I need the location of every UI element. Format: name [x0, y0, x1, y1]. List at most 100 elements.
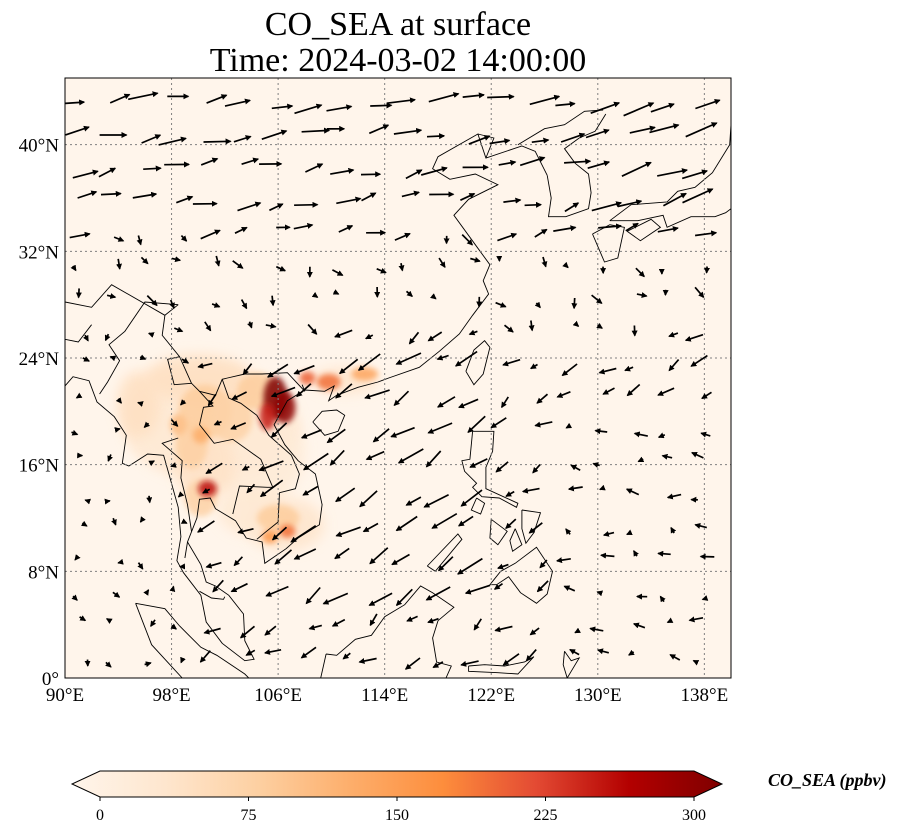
wind-vector-arrow [176, 195, 194, 204]
wind-vector-arrow [704, 266, 710, 274]
wind-vector-arrow [395, 515, 418, 532]
wind-vector-arrow [332, 289, 340, 295]
colorbar: 0 75 150 225 300 [70, 770, 724, 824]
wind-vector-arrow [592, 462, 600, 468]
colorbar-tick-label: 0 [96, 807, 104, 824]
wind-vector-arrow [594, 428, 608, 435]
longitude-label: 130°E [574, 685, 622, 706]
wind-vector-arrow [498, 159, 517, 166]
wind-vector-arrow [338, 225, 354, 233]
wind-vector-arrow [265, 322, 277, 329]
wind-vector-arrow [503, 324, 514, 333]
wind-vector-arrow [71, 594, 78, 601]
wind-vector-arrow [571, 297, 578, 310]
wind-vector-arrow [114, 427, 121, 433]
wind-vector-arrow [570, 464, 581, 471]
co-plume-patch [170, 414, 187, 436]
wind-vector-arrow [530, 363, 538, 370]
co-plume-patch [198, 480, 217, 497]
wind-vector-arrow [274, 549, 293, 565]
wind-vector-arrow [629, 125, 656, 134]
wind-vector-arrow [428, 92, 460, 103]
wind-vector-arrow [75, 392, 83, 399]
wind-vector-arrow [589, 626, 604, 633]
wind-vector-arrow [502, 358, 521, 367]
wind-vector-arrow [534, 421, 553, 428]
wind-vector-arrow [458, 398, 479, 409]
map-frame [64, 77, 732, 679]
wind-vector-arrow [489, 138, 511, 145]
wind-vector-arrow [301, 127, 331, 134]
longitude-label: 122°E [467, 685, 515, 706]
wind-vector-arrow [436, 354, 449, 361]
coastline-segment [626, 218, 662, 242]
wind-vector-arrow [232, 260, 244, 269]
wind-vector-arrow [109, 93, 131, 104]
coastline-segment [470, 497, 486, 515]
wind-vectors [65, 91, 721, 670]
wind-vector-arrow [685, 122, 718, 138]
wind-vector-arrow [395, 352, 422, 365]
wind-vector-arrow [128, 91, 159, 101]
coastline-segment [517, 109, 604, 146]
wind-vector-arrow [617, 199, 643, 208]
wind-vector-arrow [657, 432, 666, 439]
wind-vector-arrow [464, 584, 491, 595]
wind-vector-arrow [308, 624, 323, 631]
coastline-segment [320, 585, 455, 678]
map-subtitle-time: Time: 2024-03-02 14:00:00 [209, 42, 587, 79]
wind-vector-arrow [602, 387, 615, 395]
wind-vector-arrow [556, 557, 571, 564]
wind-vector-arrow [207, 393, 217, 407]
wind-vector-arrow [473, 618, 483, 631]
wind-vector-arrow [437, 556, 454, 572]
wind-vector-arrow [83, 334, 89, 342]
wind-vector-arrow [258, 460, 284, 472]
wind-vector-arrow [661, 453, 673, 460]
wind-vector-arrow [598, 367, 617, 375]
wind-vector-arrow [662, 192, 687, 207]
latitude-label: 24°N [19, 349, 60, 370]
wind-vector-arrow [143, 421, 151, 429]
wind-vector-arrow [692, 659, 700, 666]
wind-vector-arrow [361, 192, 377, 202]
wind-vector-arrow [259, 479, 284, 498]
wind-vector-arrow [519, 156, 546, 167]
wind-vector-arrow [241, 157, 260, 166]
wind-vector-arrow [246, 483, 256, 494]
wind-vector-arrow [269, 295, 276, 307]
wind-vector-arrow [431, 512, 458, 529]
wind-vector-arrow [529, 94, 561, 106]
wind-vector-arrow [633, 431, 648, 438]
wind-vector-arrow [502, 653, 520, 666]
wind-vector-arrow [621, 161, 652, 177]
wind-vector-arrow [202, 487, 211, 494]
wind-vector-arrow [668, 331, 679, 338]
wind-vector-arrow [107, 454, 113, 462]
wind-vector-arrow [691, 451, 704, 459]
wind-vector-arrow [275, 265, 287, 272]
wind-vector-arrow [368, 124, 390, 135]
wind-vector-arrow [271, 526, 288, 541]
wind-vector-arrow [326, 104, 353, 112]
wind-vector-arrow [425, 450, 442, 468]
wind-vector-arrow [633, 550, 639, 557]
coastline-segment [65, 324, 92, 343]
co-plume-patch [210, 394, 253, 442]
wind-vector-arrow [497, 563, 509, 570]
wind-vector-arrow [233, 556, 244, 567]
wind-vector-arrow [500, 396, 510, 409]
wind-vector-arrow [539, 559, 548, 569]
wind-vector-arrow [437, 396, 456, 408]
wind-vector-arrow [564, 158, 592, 165]
wind-vector-arrow [139, 516, 146, 523]
wind-vector-arrow [391, 553, 410, 566]
wind-vector-arrow [462, 92, 485, 99]
wind-vector-arrow [265, 585, 289, 597]
wind-vector-arrow [574, 627, 581, 634]
coastline-segment [592, 224, 625, 263]
wind-vector-arrow [562, 261, 569, 269]
wind-vector-arrow [637, 456, 645, 463]
wind-vector-arrow [695, 98, 721, 110]
wind-vector-arrow [359, 490, 378, 508]
